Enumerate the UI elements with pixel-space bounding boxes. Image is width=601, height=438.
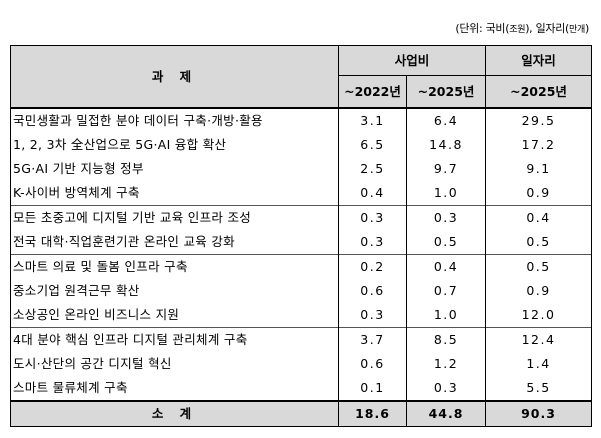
budget-2022-cell: 2.5 — [338, 157, 407, 181]
table-row: 전국 대학·직업훈련기관 온라인 교육 강화 0.3 0.5 0.5 — [10, 230, 593, 255]
budget-2022-cell: 3.1 — [338, 107, 407, 133]
jobs-2025-cell: 0.4 — [485, 205, 593, 230]
task-cell: 모든 초중고에 디지털 기반 교육 인프라 조성 — [10, 205, 339, 230]
header-row-1: 과 제 사업비 일자리 — [10, 45, 593, 109]
task-cell: 중소기업 원격근무 확산 — [10, 279, 339, 303]
budget-2022-cell: 0.6 — [338, 352, 407, 376]
table-row: K-사이버 방역체계 구축 0.4 1.0 0.9 — [10, 181, 593, 206]
total-budget-2022: 18.6 — [338, 400, 407, 427]
table-row: 스마트 의료 및 돌봄 인프라 구축 0.2 0.4 0.5 — [10, 254, 593, 279]
budget-2025-cell: 14.8 — [405, 133, 487, 157]
jobs-2025-cell: 17.2 — [485, 133, 593, 157]
budget-2025-header: ~2025년 — [405, 75, 487, 109]
unit-note-jobs-unit: 만개 — [569, 25, 585, 35]
task-cell: 1, 2, 3차 全산업으로 5G·AI 융합 확산 — [10, 133, 339, 157]
jobs-2025-cell: 29.5 — [485, 107, 593, 133]
table-row: 4대 분야 핵심 인프라 디지털 관리체계 구축 3.7 8.5 12.4 — [10, 327, 593, 352]
budget-2025-cell: 0.3 — [405, 205, 487, 230]
budget-2022-cell: 0.6 — [338, 279, 407, 303]
jobs-2025-header: ~2025년 — [485, 75, 593, 109]
budget-2025-cell: 9.7 — [405, 157, 487, 181]
table-row: 도시·산단의 공간 디지털 혁신 0.6 1.2 1.4 — [10, 352, 593, 376]
budget-2025-cell: 6.4 — [405, 107, 487, 133]
budget-2022-header: ~2022년 — [338, 75, 407, 109]
total-label: 소 계 — [10, 400, 339, 427]
budget-2025-cell: 1.0 — [405, 181, 487, 206]
jobs-2025-cell: 9.1 — [485, 157, 593, 181]
budget-2022-cell: 0.3 — [338, 303, 407, 328]
table-row: 5G·AI 기반 지능형 정부 2.5 9.7 9.1 — [10, 157, 593, 181]
jobs-2025-cell: 0.9 — [485, 279, 593, 303]
task-cell: 4대 분야 핵심 인프라 디지털 관리체계 구축 — [10, 327, 339, 352]
total-budget-2025: 44.8 — [405, 400, 487, 427]
budget-2025-cell: 8.5 — [405, 327, 487, 352]
budget-2022-cell: 0.4 — [338, 181, 407, 206]
total-row: 소 계 18.6 44.8 90.3 — [10, 400, 593, 427]
budget-2022-cell: 6.5 — [338, 133, 407, 157]
budget-2025-cell: 1.0 — [405, 303, 487, 328]
budget-2022-cell: 0.3 — [338, 205, 407, 230]
total-jobs-2025: 90.3 — [485, 400, 593, 427]
task-cell: 스마트 의료 및 돌봄 인프라 구축 — [10, 254, 339, 279]
budget-2022-cell: 0.2 — [338, 254, 407, 279]
jobs-2025-cell: 0.5 — [485, 254, 593, 279]
jobs-column-header: 일자리 — [485, 45, 593, 76]
budget-2025-cell: 0.3 — [405, 376, 487, 402]
jobs-2025-cell: 12.0 — [485, 303, 593, 328]
budget-2022-cell: 0.3 — [338, 230, 407, 255]
table-row: 소상공인 온라인 비즈니스 지원 0.3 1.0 12.0 — [10, 303, 593, 328]
unit-note-budget-unit: 조원 — [509, 25, 526, 35]
jobs-2025-cell: 0.5 — [485, 230, 593, 255]
jobs-2025-cell: 5.5 — [485, 376, 593, 402]
table-row: 1, 2, 3차 全산업으로 5G·AI 융합 확산 6.5 14.8 17.2 — [10, 133, 593, 157]
digital-new-deal-budget-table: 과 제 사업비 일자리 ~2022년 ~2025년 ~2025년 국민생활과 밀… — [10, 45, 593, 427]
task-cell: 도시·산단의 공간 디지털 혁신 — [10, 352, 339, 376]
task-cell: 소상공인 온라인 비즈니스 지원 — [10, 303, 339, 328]
budget-2022-cell: 0.1 — [338, 376, 407, 402]
budget-2025-cell: 1.2 — [405, 352, 487, 376]
unit-note: (단위: 국비(조원), 일자리(만개) — [455, 22, 589, 35]
task-cell: 스마트 물류체계 구축 — [10, 376, 339, 402]
task-column-header: 과 제 — [10, 45, 339, 109]
table-row: 중소기업 원격근무 확산 0.6 0.7 0.9 — [10, 279, 593, 303]
budget-column-header: 사업비 — [337, 45, 487, 76]
budget-2025-cell: 0.5 — [405, 230, 487, 255]
table-row: 모든 초중고에 디지털 기반 교육 인프라 조성 0.3 0.3 0.4 — [10, 205, 593, 230]
jobs-2025-cell: 0.9 — [485, 181, 593, 206]
budget-2025-cell: 0.4 — [405, 254, 487, 279]
table-row: 스마트 물류체계 구축 0.1 0.3 5.5 — [10, 376, 593, 402]
task-cell: 전국 대학·직업훈련기관 온라인 교육 강화 — [10, 230, 339, 255]
header-row-2: ~2022년 ~2025년 ~2025년 — [11, 75, 593, 109]
budget-2022-cell: 3.7 — [338, 327, 407, 352]
task-cell: K-사이버 방역체계 구축 — [10, 181, 339, 206]
table-row: 국민생활과 밀접한 분야 데이터 구축·개방·활용 3.1 6.4 29.5 — [10, 107, 593, 133]
task-cell: 국민생활과 밀접한 분야 데이터 구축·개방·활용 — [10, 107, 339, 133]
task-cell: 5G·AI 기반 지능형 정부 — [10, 157, 339, 181]
budget-2025-cell: 0.7 — [405, 279, 487, 303]
table-body: 국민생활과 밀접한 분야 데이터 구축·개방·활용 3.1 6.4 29.5 1, 2,… — [10, 107, 593, 402]
jobs-2025-cell: 12.4 — [485, 327, 593, 352]
jobs-2025-cell: 1.4 — [485, 352, 593, 376]
